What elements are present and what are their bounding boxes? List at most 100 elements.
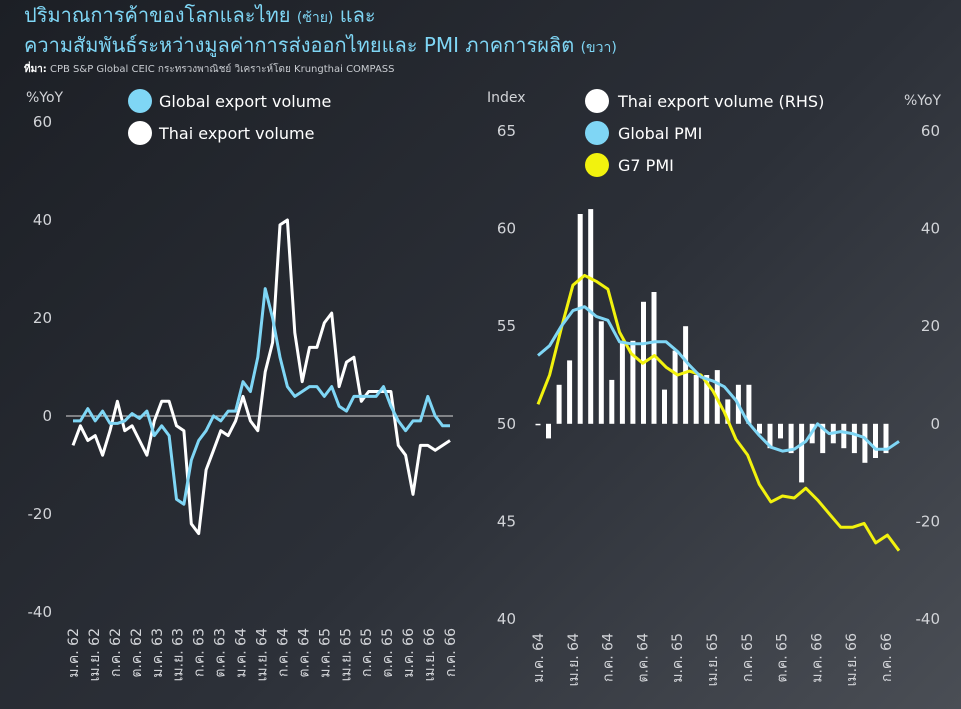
thai-export-bar: [851, 423, 857, 454]
left-x-tick-label: เม.ย. 63: [171, 628, 187, 681]
thai-export-bar: [546, 423, 551, 439]
thai-export-bar: [683, 326, 689, 424]
left-x-tick-label: ม.ค. 66: [401, 628, 417, 678]
thai-export-bar: [577, 214, 583, 424]
left-x-tick-label: ก.ค. 64: [275, 628, 291, 677]
left-y-tick-label: 0: [42, 407, 52, 425]
left-x-tick-label: ม.ค. 65: [317, 628, 333, 678]
source-note: ที่มา: CPB S&P Global CEIC กระทรวงพาณิชย…: [24, 62, 617, 77]
left-legend-label: Global export volume: [159, 92, 331, 111]
left-y-tick-label: 60: [33, 113, 52, 131]
left-x-tick-label: ต.ค. 65: [380, 628, 396, 678]
source-text: CPB S&P Global CEIC กระทรวงพาณิชย์ วิเคร…: [50, 64, 395, 75]
left-y-tick-label: 40: [33, 211, 52, 229]
left-x-tick-label: ม.ค. 63: [150, 628, 166, 678]
right-legend-swatch: [585, 121, 609, 145]
thai-export-bar: [598, 321, 604, 424]
right-right-y-tick-label: -40: [916, 610, 941, 628]
right-x-tick-label: ก.ค. 65: [740, 633, 756, 682]
right-right-y-tick-label: 20: [921, 317, 940, 335]
thai-export-bar: [588, 209, 594, 424]
source-label: ที่มา:: [24, 64, 47, 75]
thai-export-bar: [788, 423, 794, 454]
right-left-y-tick-label: 60: [497, 220, 516, 238]
right-x-tick-label: ม.ค. 64: [531, 633, 547, 683]
left-x-tick-label: ต.ค. 64: [296, 628, 312, 678]
left-legend-swatch: [128, 89, 152, 113]
chart-title-line-1: ปริมาณการค้าของโลกและไทย (ซ้าย) และ: [24, 2, 617, 32]
left-x-tick-label: ม.ค. 64: [234, 628, 250, 678]
thai-export-bar: [630, 340, 636, 424]
left-legend-label: Thai export volume: [158, 124, 314, 143]
right-legend-label: Thai export volume (RHS): [617, 92, 824, 111]
right-x-tick-label: เม.ย. 65: [705, 633, 721, 686]
left-y-tick-label: -20: [28, 505, 53, 523]
thai-export-bar: [725, 399, 731, 424]
left-legend-swatch: [128, 121, 152, 145]
right-x-tick-label: เม.ย. 64: [566, 633, 582, 686]
right-x-tick-label: ม.ค. 66: [809, 633, 825, 683]
right-left-y-tick-label: 45: [497, 512, 516, 530]
thai-export-bar: [619, 340, 625, 424]
left-x-tick-label: เม.ย. 66: [422, 628, 438, 681]
left-x-tick-label: ก.ค. 65: [359, 628, 375, 677]
right-right-y-tick-label: 60: [921, 122, 940, 140]
right-legend-swatch: [585, 153, 609, 177]
left-x-tick-label: ต.ค. 62: [129, 628, 145, 678]
title-line-1-main: ปริมาณการค้าของโลกและไทย: [24, 3, 291, 27]
left-x-tick-label: ม.ค. 62: [66, 628, 82, 678]
thai-export-bar: [746, 384, 752, 424]
thai-export-bar: [704, 375, 710, 424]
right-x-tick-label: ต.ค. 64: [635, 633, 651, 683]
title-line-1-paren: (ซ้าย): [296, 10, 334, 26]
thai-export-bar: [757, 423, 762, 434]
thai-export-bar: [799, 423, 805, 483]
left-x-tick-label: เม.ย. 65: [338, 628, 354, 681]
right-right-y-tick-label: -20: [916, 512, 941, 530]
right-legend-label: G7 PMI: [618, 156, 674, 175]
global-export-volume-line: [73, 287, 450, 506]
right-y-unit-left: Index: [487, 90, 526, 106]
thai-export-bar: [820, 423, 826, 454]
right-y-unit-right: %YoY: [904, 93, 942, 109]
right-x-tick-label: ก.ค. 66: [879, 633, 895, 682]
left-y-tick-label: -40: [28, 603, 53, 621]
thai-export-bar: [873, 423, 878, 458]
g7-pmi-line: [536, 273, 901, 552]
thai-export-volume-line: [71, 218, 451, 536]
right-left-y-tick-label: 40: [497, 610, 516, 628]
thai-export-bar: [841, 423, 847, 449]
thai-export-bar: [778, 423, 783, 439]
title-line-2-main: ความสัมพันธ์ระหว่างมูลค่าการส่งออกไทยและ…: [24, 33, 575, 57]
left-x-tick-label: ต.ค. 63: [213, 628, 229, 678]
right-legend-swatch: [585, 89, 609, 113]
right-left-y-tick-label: 65: [497, 122, 516, 140]
thai-export-bar: [535, 423, 541, 426]
thai-export-bar: [693, 375, 699, 424]
right-x-tick-label: ต.ค. 65: [775, 633, 791, 683]
thai-export-bar: [609, 379, 615, 424]
thai-export-bar: [767, 423, 773, 449]
thai-export-bar: [651, 292, 657, 424]
thai-export-bar: [862, 423, 868, 463]
right-legend-label: Global PMI: [618, 124, 702, 143]
title-line-1-end: และ: [339, 3, 376, 27]
thai-export-bar: [567, 360, 573, 424]
title-line-2-paren: (ขวา): [580, 40, 617, 56]
right-x-tick-label: เม.ย. 66: [844, 633, 860, 686]
thai-export-bar: [672, 350, 678, 424]
left-y-unit: %YoY: [26, 90, 64, 106]
right-x-tick-label: ก.ค. 64: [601, 633, 617, 682]
title-block: ปริมาณการค้าของโลกและไทย (ซ้าย) และ ความ…: [24, 2, 617, 77]
thai-export-bar: [662, 389, 667, 424]
right-x-tick-label: ม.ค. 65: [670, 633, 686, 683]
global-pmi-line: [537, 305, 900, 453]
left-y-tick-label: 20: [33, 309, 52, 327]
left-x-tick-label: เม.ย. 64: [255, 628, 271, 681]
left-x-tick-label: ก.ค. 62: [108, 628, 124, 677]
left-x-tick-label: ก.ค. 66: [443, 628, 459, 677]
right-right-y-tick-label: 40: [921, 220, 940, 238]
right-left-y-tick-label: 55: [497, 317, 516, 335]
right-right-y-tick-label: 0: [930, 415, 940, 433]
